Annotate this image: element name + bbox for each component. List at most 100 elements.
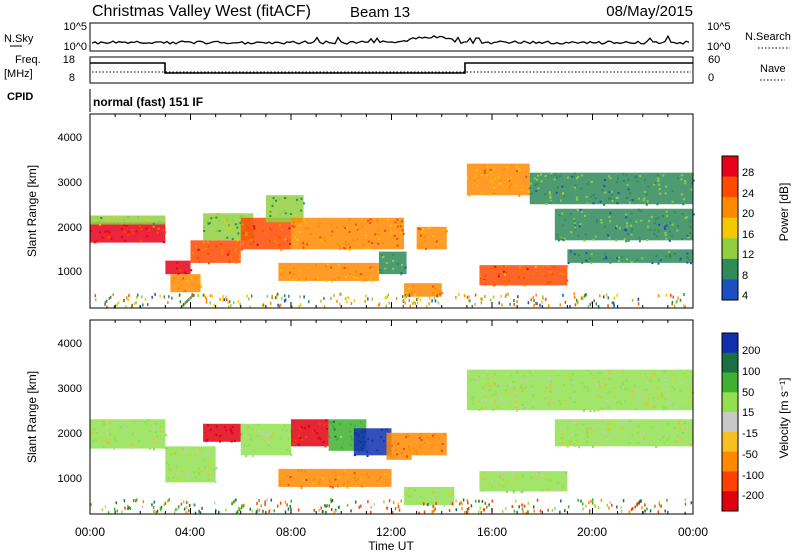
freq-left-top-tick: 18 [63, 54, 75, 66]
velocity-speckle [109, 421, 112, 424]
power-clutter-point [408, 298, 410, 302]
power-speckle [278, 198, 281, 201]
power-speckle [625, 173, 628, 176]
velocity-speckle [497, 384, 500, 387]
velocity-colorbar-label: Velocity [m s⁻¹] [777, 377, 791, 458]
velocity-clutter-point [522, 510, 524, 514]
velocity-clutter-point [608, 506, 610, 510]
velocity-speckle [597, 380, 600, 383]
velocity-speckle [367, 437, 370, 440]
power-clutter-point [163, 295, 166, 299]
power-speckle [643, 190, 646, 193]
velocity-speckle [281, 428, 284, 431]
power-speckle [371, 242, 374, 245]
velocity-speckle [146, 422, 149, 425]
power-speckle [540, 180, 543, 183]
power-speckle [235, 248, 238, 251]
power-speckle [585, 259, 588, 262]
velocity-speckle [278, 479, 281, 482]
velocity-clutter-point [168, 498, 170, 502]
power-speckle [534, 184, 537, 187]
power-speckle [298, 231, 301, 234]
power-speckle [253, 225, 256, 228]
velocity-clutter-point [178, 505, 180, 509]
velocity-speckle [601, 420, 604, 423]
power-speckle [679, 259, 682, 262]
power-clutter-point [564, 300, 567, 304]
power-speckle [271, 204, 274, 207]
velocity-speckle [113, 423, 116, 426]
power-speckle [494, 279, 497, 282]
velocity-speckle [561, 442, 564, 445]
power-speckle [326, 263, 329, 266]
power-speckle [574, 228, 577, 231]
velocity-clutter-point [286, 503, 288, 507]
velocity-clutter-point [225, 508, 227, 512]
velocity-speckle [408, 487, 411, 490]
velocity-speckle [545, 478, 548, 481]
velocity-clutter-point [657, 510, 660, 514]
velocity-speckle [671, 403, 674, 406]
velocity-speckle [432, 496, 435, 499]
velocity-speckle [648, 398, 651, 401]
power-speckle [395, 223, 398, 226]
power-clutter-point [248, 297, 250, 301]
velocity-clutter-point [418, 511, 420, 515]
velocity-speckle [325, 419, 328, 422]
power-speckle [603, 179, 606, 182]
velocity-speckle [555, 488, 558, 491]
power-speckle [544, 274, 547, 277]
velocity-speckle [168, 467, 171, 470]
power-clutter-point [323, 305, 326, 309]
power-clutter-point [416, 301, 419, 305]
power-speckle [579, 208, 582, 211]
power-speckle [637, 197, 640, 200]
power-speckle [289, 242, 292, 245]
velocity-clutter-point [525, 511, 527, 515]
power-speckle [226, 253, 229, 256]
power-speckle [625, 258, 628, 261]
noise-panel-frame [89, 22, 694, 52]
power-clutter-point [364, 299, 366, 303]
power-colorbar-color-3 [722, 217, 738, 239]
power-speckle [625, 216, 628, 219]
power-speckle [561, 212, 564, 215]
power-speckle [162, 241, 165, 244]
velocity-speckle [294, 439, 297, 442]
velocity-speckle [300, 469, 303, 472]
power-speckle [595, 219, 598, 222]
velocity-band-fill-3 [240, 423, 291, 456]
velocity-speckle [467, 388, 470, 391]
power-clutter-point [474, 293, 477, 297]
power-speckle [551, 273, 554, 276]
power-speckle [126, 233, 129, 236]
power-speckle [425, 247, 428, 250]
velocity-speckle [329, 485, 332, 488]
velocity-speckle [497, 381, 500, 384]
power-speckle [356, 276, 359, 279]
power-speckle [665, 210, 668, 213]
power-speckle [657, 177, 660, 180]
power-speckle [274, 240, 277, 243]
x-tick-label-6: 00:00 [678, 525, 708, 539]
power-speckle [689, 262, 692, 265]
power-speckle [654, 181, 657, 184]
power-speckle [120, 228, 123, 231]
velocity-speckle [205, 439, 208, 442]
power-clutter-point [500, 294, 502, 298]
velocity-clutter-point [386, 506, 388, 510]
velocity-speckle [329, 480, 332, 483]
power-speckle [438, 290, 441, 293]
power-speckle [121, 236, 124, 239]
velocity-speckle [434, 489, 437, 492]
power-clutter-point [131, 304, 133, 308]
velocity-speckle [420, 439, 423, 442]
velocity-speckle [548, 379, 551, 382]
power-clutter-point [597, 304, 600, 308]
power-speckle [665, 237, 668, 240]
power-speckle [690, 182, 693, 185]
power-clutter-point [584, 294, 586, 298]
velocity-speckle [521, 379, 524, 382]
velocity-colorbar-color-3 [722, 392, 738, 413]
power-clutter-point [203, 293, 206, 297]
